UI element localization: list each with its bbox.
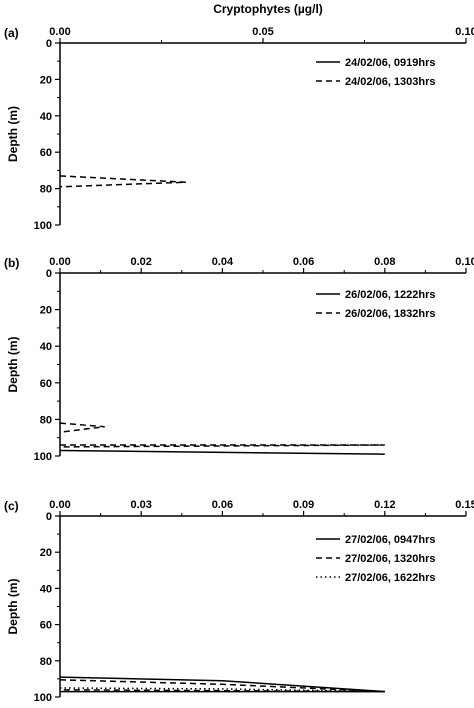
panel-c: (c) 0.00 0.03 0.06 0.09 0.12 0.15 0 20 40 60 80 100 D… — [4, 499, 474, 704]
x-tick-label: 0.10 — [455, 26, 474, 38]
x-tick-label: 0.05 — [252, 26, 273, 38]
legend-label: 24/02/06, 1303hrs — [345, 76, 436, 88]
panel-label: (a) — [4, 26, 19, 40]
series-line-1 — [59, 449, 385, 455]
legend-label: 27/02/06, 1622hrs — [345, 572, 436, 584]
legend-label: 24/02/06, 0919hrs — [345, 57, 436, 69]
y-tick-label: 0 — [46, 511, 52, 523]
x-tick-label: 0.00 — [49, 499, 70, 511]
y-tick-label: 100 — [34, 692, 52, 704]
x-tick-label: 0.00 — [49, 26, 70, 38]
x-tick-label: 0.12 — [374, 499, 395, 511]
series-line-3 — [59, 687, 385, 693]
y-tick-label: 60 — [40, 378, 52, 390]
y-tick-label: 0 — [46, 268, 52, 280]
x-tick-label: 0.06 — [293, 256, 314, 268]
y-tick-label: 40 — [40, 341, 52, 353]
y-tick-label: 60 — [40, 147, 52, 159]
y-axis-label: Depth (m) — [6, 106, 20, 162]
y-tick-label: 20 — [40, 305, 52, 317]
x-tick-label: 0.06 — [212, 499, 233, 511]
y-tick-label: 0 — [46, 38, 52, 50]
y-tick-label: 80 — [40, 414, 52, 426]
y-tick-label: 40 — [40, 111, 52, 123]
x-tick-label: 0.02 — [130, 256, 151, 268]
y-axis-label: Depth (m) — [6, 337, 20, 393]
y-tick-label: 80 — [40, 656, 52, 668]
y-tick-label: 60 — [40, 620, 52, 632]
x-tick-label: 0.03 — [130, 499, 151, 511]
x-tick-label: 0.08 — [374, 256, 395, 268]
panel-label: (c) — [4, 499, 19, 513]
series-line-3 — [59, 444, 385, 448]
x-tick-label: 0.09 — [293, 499, 314, 511]
series-line-2 — [59, 175, 186, 188]
y-tick-label: 80 — [40, 184, 52, 196]
panel-a: (a) 0.00 0.05 0.10 0 20 40 60 80 100 Depth (m) 24/0… — [4, 26, 474, 232]
y-tick-label: 20 — [40, 547, 52, 559]
panel-label: (b) — [4, 256, 19, 270]
y-tick-label: 100 — [34, 220, 52, 232]
series-line-2 — [59, 422, 105, 433]
x-tick-label: 0.10 — [455, 256, 474, 268]
x-tick-label: 0.15 — [455, 499, 474, 511]
legend-label: 26/02/06, 1222hrs — [345, 289, 436, 301]
legend-label: 27/02/06, 0947hrs — [345, 534, 436, 546]
y-axis-label: Depth (m) — [6, 579, 20, 635]
series-line-1 — [59, 676, 385, 693]
panel-b: (b) 0.00 0.02 0.04 0.06 0.08 0.10 0 20 40 60 80 100 D… — [4, 256, 474, 463]
x-tick-label: 0.00 — [49, 256, 70, 268]
y-tick-label: 100 — [34, 451, 52, 463]
legend-label: 27/02/06, 1320hrs — [345, 553, 436, 565]
x-tick-label: 0.04 — [212, 256, 234, 268]
figure-title: Cryptophytes (µg/l) — [213, 2, 323, 16]
y-tick-label: 40 — [40, 583, 52, 595]
series-line-2 — [59, 679, 385, 693]
y-tick-label: 20 — [40, 74, 52, 86]
legend-label: 26/02/06, 1832hrs — [345, 308, 436, 320]
